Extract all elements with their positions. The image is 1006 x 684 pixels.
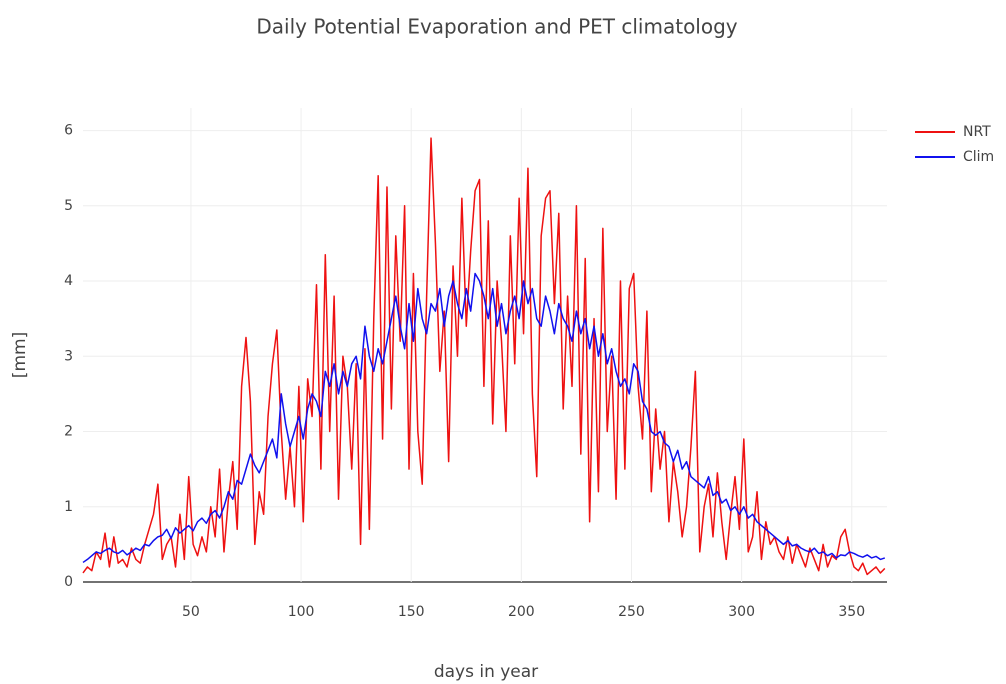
y-tick-label: 5	[64, 198, 73, 214]
y-tick-label: 4	[64, 273, 73, 289]
chart-title: Daily Potential Evaporation and PET clim…	[256, 15, 737, 39]
legend-label: NRT	[963, 124, 991, 140]
x-tick-label: 100	[288, 604, 315, 620]
y-tick-label: 6	[64, 123, 73, 139]
y-tick-label: 3	[64, 348, 73, 364]
y-tick-label: 1	[64, 499, 73, 515]
x-tick-label: 300	[728, 604, 755, 620]
plot-area	[82, 137, 886, 576]
x-tick-label: 150	[398, 604, 425, 620]
y-axis-title: [mm]	[10, 332, 30, 378]
x-tick-label: 350	[838, 604, 865, 620]
x-tick-label: 250	[618, 604, 645, 620]
x-axis-title: days in year	[434, 662, 538, 682]
y-tick-label: 0	[64, 574, 73, 590]
legend-label: Clim	[963, 149, 994, 165]
grid: 0 1 2 3 4 5 6 50 100 150 200 250 300 350	[64, 108, 887, 620]
data-line	[82, 272, 886, 564]
legend: NRT Clim	[915, 124, 994, 165]
x-tick-label: 200	[508, 604, 535, 620]
x-tick-label: 50	[182, 604, 200, 620]
y-tick-label: 2	[64, 424, 73, 440]
